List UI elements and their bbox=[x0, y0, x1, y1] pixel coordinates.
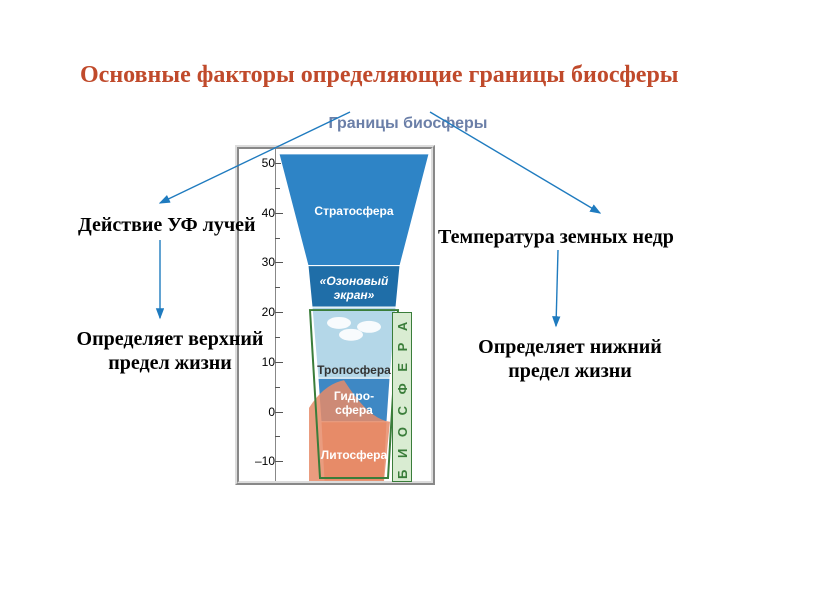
tick-label: 30 bbox=[251, 255, 275, 269]
label-upper-limit: Определяет верхний предел жизни bbox=[50, 327, 290, 375]
tick-label: 50 bbox=[251, 156, 275, 170]
title-text: Основные факторы определяющие границы би… bbox=[80, 62, 679, 88]
biosphere-label: Б И О С Ф Е Р А bbox=[395, 317, 410, 479]
layer-label-Озоновый: «Озоновый экран» bbox=[279, 274, 429, 302]
tick-label: 0 bbox=[251, 405, 275, 419]
page-title: Основные факторы определяющие границы би… bbox=[80, 62, 679, 89]
biosphere-diagram: 50403020100–10 Стратосфера«Озоновый экра… bbox=[235, 145, 435, 485]
arrow-line bbox=[556, 250, 558, 326]
subtitle-text: Границы биосферы bbox=[329, 115, 488, 132]
layer-label-Стратосфера: Стратосфера bbox=[279, 204, 429, 218]
tick-label: 20 bbox=[251, 305, 275, 319]
label-uv-rays: Действие УФ лучей bbox=[78, 213, 256, 237]
label-earth-temp: Температура земных недр bbox=[438, 225, 674, 249]
subtitle: Границы биосферы bbox=[0, 115, 816, 133]
axis-line bbox=[275, 149, 276, 481]
y-axis-scale: 50403020100–10 bbox=[245, 149, 279, 481]
label-lower-limit: Определяет нижний предел жизни bbox=[445, 335, 695, 383]
biosphere-box: Б И О С Ф Е Р А bbox=[392, 312, 412, 482]
tick-label: –10 bbox=[251, 454, 275, 468]
